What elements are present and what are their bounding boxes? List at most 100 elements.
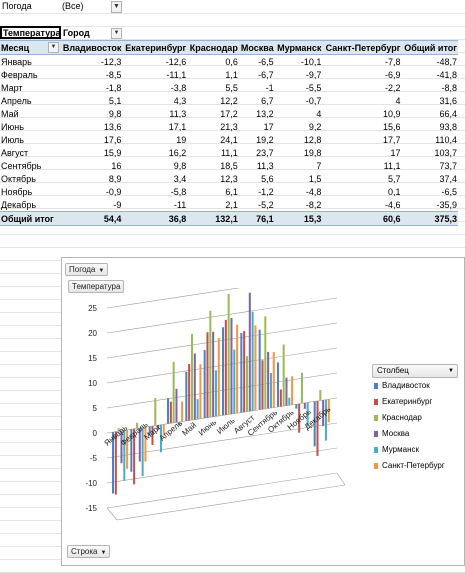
value-cell[interactable]: 1,5 — [308, 173, 322, 184]
column-header[interactable]: Санкт-Петербург — [322, 40, 402, 55]
value-cell[interactable]: 11,3 — [256, 160, 274, 171]
value-cell[interactable]: -48,7 — [436, 56, 457, 67]
value-cell[interactable]: 1,1 — [225, 69, 238, 80]
column-header[interactable]: Москва — [238, 40, 275, 55]
value-cell[interactable]: 5,5 — [225, 82, 238, 93]
grand-total-cell[interactable]: 76,1 — [238, 211, 275, 226]
value-cell[interactable]: 23,7 — [256, 147, 274, 158]
value-cell[interactable]: 5,1 — [108, 95, 122, 106]
row-label[interactable]: Апрель — [1, 95, 32, 106]
value-cell[interactable]: 93,8 — [439, 121, 457, 132]
grand-total-cell[interactable]: 36,8 — [122, 211, 188, 226]
row-label[interactable]: Сентябрь — [1, 160, 42, 171]
value-cell[interactable]: 9,2 — [308, 121, 322, 132]
value-cell[interactable]: -9 — [113, 199, 122, 210]
value-cell[interactable]: 31,6 — [439, 95, 457, 106]
grand-total-cell[interactable]: 54,4 — [60, 211, 123, 226]
value-cell[interactable]: -3,8 — [170, 82, 187, 93]
value-cell[interactable]: 4 — [395, 95, 401, 106]
value-cell[interactable]: -5,5 — [305, 82, 322, 93]
value-cell[interactable]: -12,6 — [165, 56, 187, 67]
value-cell[interactable]: 19,8 — [303, 147, 322, 158]
value-cell[interactable]: -7,8 — [384, 56, 401, 67]
value-cell[interactable]: -11,1 — [166, 69, 187, 80]
value-cell[interactable]: 0,1 — [387, 186, 401, 197]
value-cell[interactable]: 8,9 — [108, 173, 122, 184]
page-filter-value[interactable]: (Все) — [62, 1, 84, 11]
value-cell[interactable]: 17,2 — [220, 108, 238, 119]
value-cell[interactable]: 19 — [176, 134, 187, 145]
grand-total-cell[interactable]: 132,1 — [187, 211, 239, 226]
value-cell[interactable]: -35,9 — [436, 199, 457, 210]
row-label[interactable]: Декабрь — [1, 199, 37, 210]
value-cell[interactable]: -6,5 — [441, 186, 457, 197]
value-cell[interactable]: 0,6 — [225, 56, 238, 67]
chart-value-field-button[interactable]: Температура — [68, 280, 125, 293]
value-cell[interactable]: -6,5 — [258, 56, 274, 67]
value-cell[interactable]: 15,9 — [103, 147, 122, 158]
value-cell[interactable]: -11 — [173, 199, 187, 210]
value-cell[interactable]: 103,7 — [434, 147, 457, 158]
value-cell[interactable]: 110,4 — [435, 134, 457, 145]
value-cell[interactable]: -1,2 — [258, 186, 274, 197]
column-header[interactable]: Краснодар — [187, 40, 239, 55]
grand-total-cell[interactable]: 15,3 — [274, 211, 323, 226]
value-cell[interactable]: 19,2 — [256, 134, 274, 145]
value-cell[interactable]: 73,7 — [439, 160, 457, 171]
row-label[interactable]: Ноябрь — [1, 186, 33, 197]
value-cell[interactable]: 11,1 — [220, 147, 238, 158]
grand-total-label[interactable]: Общий итог — [0, 211, 60, 226]
value-cell[interactable]: 16 — [111, 160, 122, 171]
value-cell[interactable]: -4,6 — [384, 199, 401, 210]
row-label[interactable]: Январь — [1, 56, 32, 67]
value-cell[interactable]: -4,8 — [305, 186, 322, 197]
value-cell[interactable]: -8,8 — [441, 82, 457, 93]
value-cell[interactable]: -6,9 — [384, 69, 401, 80]
value-cell[interactable]: -10,1 — [300, 56, 322, 67]
value-cell[interactable]: -41,8 — [436, 69, 457, 80]
value-cell[interactable]: -0,9 — [105, 186, 122, 197]
column-header[interactable]: Владивосток — [60, 40, 123, 55]
row-label[interactable]: Март — [1, 82, 23, 93]
value-cell[interactable]: 17,7 — [382, 134, 401, 145]
value-cell[interactable]: -8,2 — [305, 199, 322, 210]
value-cell[interactable]: 12,8 — [303, 134, 322, 145]
value-cell[interactable]: 12,2 — [220, 95, 238, 106]
value-cell[interactable]: -9,7 — [305, 69, 322, 80]
value-cell[interactable]: 10,9 — [382, 108, 401, 119]
value-cell[interactable]: 17 — [263, 121, 274, 132]
value-cell[interactable]: -2,2 — [384, 82, 401, 93]
value-cell[interactable]: -8,5 — [105, 69, 122, 80]
value-cell[interactable]: 18,5 — [220, 160, 238, 171]
value-cell[interactable]: 13,6 — [103, 121, 122, 132]
row-label[interactable]: Октябрь — [1, 173, 36, 184]
row-label[interactable]: Июль — [1, 134, 24, 145]
value-cell[interactable]: 24,1 — [220, 134, 238, 145]
value-cell[interactable]: 12,3 — [220, 173, 238, 184]
column-filter-dropdown-icon[interactable]: ▼ — [111, 28, 122, 39]
chart-row-field-button[interactable]: Строка ▼ — [67, 545, 111, 558]
row-filter-dropdown-icon[interactable]: ▼ — [48, 42, 59, 53]
value-cell[interactable]: 11,3 — [169, 108, 187, 119]
value-cell[interactable]: 21,3 — [220, 121, 238, 132]
value-cell[interactable]: -0,7 — [305, 95, 322, 106]
value-cell[interactable]: 6,1 — [225, 186, 238, 197]
value-cell[interactable]: 66,4 — [439, 108, 457, 119]
value-cell[interactable]: 9,8 — [173, 160, 187, 171]
value-cell[interactable]: 3,4 — [173, 173, 187, 184]
row-label[interactable]: Июнь — [1, 121, 24, 132]
value-cell[interactable]: -6,7 — [258, 69, 274, 80]
legend-field-button[interactable]: Столбец ▼ — [372, 364, 458, 378]
value-cell[interactable]: 16,2 — [168, 147, 187, 158]
value-cell[interactable]: -1 — [265, 82, 274, 93]
value-cell[interactable]: 6,7 — [261, 95, 274, 106]
value-cell[interactable]: 13,2 — [256, 108, 274, 119]
column-header[interactable]: Мурманск — [274, 40, 323, 55]
value-cell[interactable]: 9,8 — [108, 108, 122, 119]
pivot-chart[interactable]: Погода ▼ Температура -15 -10 -5 0 5 10 15 20 25 Ян… — [61, 257, 465, 566]
value-cell[interactable]: 7 — [316, 160, 322, 171]
value-cell[interactable]: -12,3 — [100, 56, 122, 67]
value-cell[interactable]: 17,1 — [168, 121, 187, 132]
value-cell[interactable]: 17 — [390, 147, 401, 158]
value-cell[interactable]: 11,1 — [383, 160, 401, 171]
